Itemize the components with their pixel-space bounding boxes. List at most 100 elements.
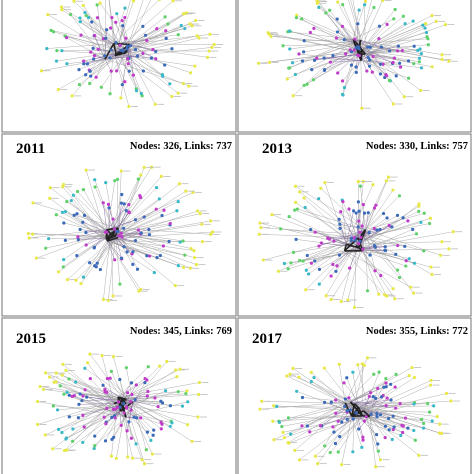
node <box>371 394 375 399</box>
node <box>342 38 346 42</box>
node <box>83 388 87 392</box>
node <box>430 419 434 423</box>
edge <box>110 176 162 234</box>
node <box>317 267 322 271</box>
node <box>322 56 326 60</box>
node <box>443 23 448 27</box>
node <box>391 188 395 192</box>
node <box>384 385 388 389</box>
node <box>125 429 129 433</box>
edge <box>350 367 413 403</box>
node <box>62 221 66 225</box>
node <box>152 428 156 432</box>
node <box>356 225 360 229</box>
edge <box>292 368 363 417</box>
node <box>357 209 361 213</box>
node <box>64 368 68 373</box>
edge <box>66 410 121 439</box>
node <box>68 12 73 17</box>
node <box>134 383 138 387</box>
node <box>429 265 433 269</box>
node <box>91 46 95 51</box>
node <box>372 5 376 10</box>
node <box>120 83 124 87</box>
node <box>153 102 157 106</box>
node <box>76 238 80 242</box>
edge <box>66 37 106 60</box>
node <box>207 49 211 53</box>
edge <box>341 416 353 465</box>
edge <box>365 229 368 291</box>
node <box>341 3 345 7</box>
edge <box>342 4 363 51</box>
edge <box>289 30 363 51</box>
node <box>392 56 397 60</box>
node <box>210 230 215 234</box>
edge <box>115 197 141 237</box>
edge <box>341 200 347 245</box>
edge <box>350 401 387 406</box>
node <box>196 415 200 419</box>
node <box>383 245 387 249</box>
node <box>189 71 193 75</box>
node <box>168 82 172 86</box>
node <box>81 275 86 279</box>
node <box>119 201 123 205</box>
edge <box>127 50 191 74</box>
node <box>132 415 136 419</box>
edge <box>126 35 198 51</box>
node <box>305 82 309 86</box>
node <box>391 287 395 291</box>
node <box>92 245 96 249</box>
node <box>434 19 438 23</box>
node <box>176 390 180 394</box>
node <box>105 28 109 32</box>
node <box>417 204 421 208</box>
node <box>95 3 99 7</box>
node <box>285 77 289 81</box>
panel-border <box>237 317 472 474</box>
edge <box>352 372 359 408</box>
node <box>145 38 149 43</box>
node <box>407 76 411 80</box>
edge <box>358 247 394 289</box>
node <box>357 427 361 431</box>
edge <box>64 35 127 51</box>
node <box>315 1 319 5</box>
node <box>82 59 86 63</box>
node <box>139 173 143 177</box>
node <box>271 419 275 423</box>
node <box>184 392 188 396</box>
node <box>407 374 411 378</box>
node <box>142 165 146 169</box>
node <box>412 402 416 406</box>
node <box>288 372 292 376</box>
node <box>134 416 139 420</box>
node <box>77 68 81 72</box>
node <box>122 245 126 249</box>
node <box>421 426 426 430</box>
node <box>155 256 159 260</box>
node <box>92 54 97 58</box>
node <box>121 24 125 28</box>
node <box>391 60 395 65</box>
edge <box>67 392 119 398</box>
edge <box>341 237 359 302</box>
node <box>354 65 358 69</box>
node <box>385 216 389 220</box>
node <box>313 454 318 458</box>
node <box>389 382 393 386</box>
node <box>71 427 75 431</box>
edge <box>117 378 146 398</box>
node <box>356 179 360 184</box>
node <box>306 272 311 276</box>
edge <box>283 43 358 46</box>
node <box>101 201 105 205</box>
edge <box>346 210 354 245</box>
edge <box>295 186 366 230</box>
node <box>116 229 120 233</box>
node <box>178 240 182 244</box>
node <box>421 23 425 27</box>
edge <box>83 5 116 56</box>
